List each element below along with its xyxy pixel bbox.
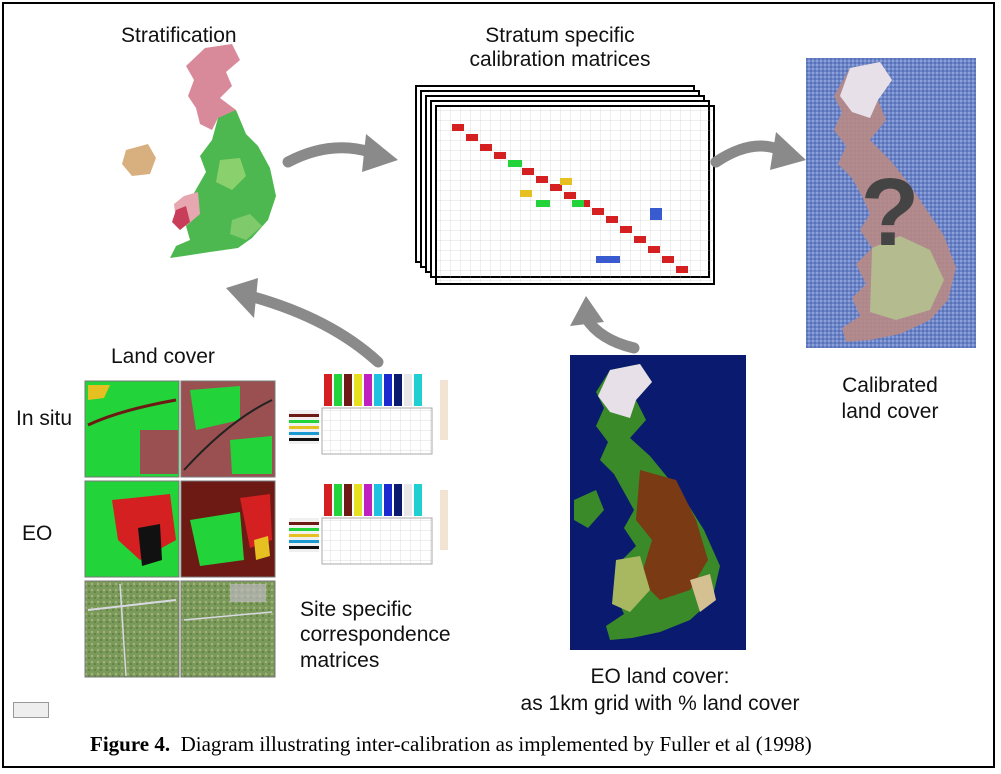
site-label-line3: matrices [300, 649, 380, 672]
site-matrix-1 [289, 374, 448, 455]
eo-lc-label-line2: as 1km grid with % land cover [520, 692, 800, 715]
stratum-label-line1: Stratum specific [485, 24, 635, 47]
eo-panel [84, 480, 276, 578]
in-situ-panel [84, 380, 276, 478]
arrow-strat-to-matrix [282, 142, 376, 168]
arrow-matrix-to-calibrated [710, 140, 786, 168]
eo-landcover-map [570, 355, 746, 650]
aerial-photos [84, 580, 276, 678]
stratification-label: Stratification [121, 24, 237, 47]
caption-figure-label: Figure 4. [90, 732, 171, 756]
stratification-map [122, 44, 276, 258]
figure-caption: Figure 4. Diagram illustrating inter-cal… [90, 732, 812, 757]
calibrated-label-line1: Calibrated [842, 374, 938, 397]
eo-label: EO [22, 522, 53, 545]
arrow-heads [226, 132, 806, 326]
site-matrix-2 [289, 484, 448, 565]
caption-text: Diagram illustrating inter-calibration a… [180, 732, 812, 756]
stratum-label-line2: calibration matrices [469, 48, 651, 71]
site-label-line2: correspondence [300, 623, 451, 646]
matrix-diagonal [452, 124, 688, 273]
eo-lc-label-line1: EO land cover: [590, 665, 730, 688]
arrow-landcover-to-strat [244, 290, 384, 368]
land-cover-label: Land cover [111, 345, 215, 368]
embedded-object-icon [13, 702, 49, 718]
question-mark: ? [861, 159, 920, 266]
in-situ-label: In situ [16, 407, 73, 430]
calibration-matrices-stack [415, 85, 715, 285]
calibrated-label-line2: land cover [841, 400, 939, 423]
site-label-line1: Site specific [300, 598, 413, 621]
calibrated-map: ? [806, 58, 976, 348]
